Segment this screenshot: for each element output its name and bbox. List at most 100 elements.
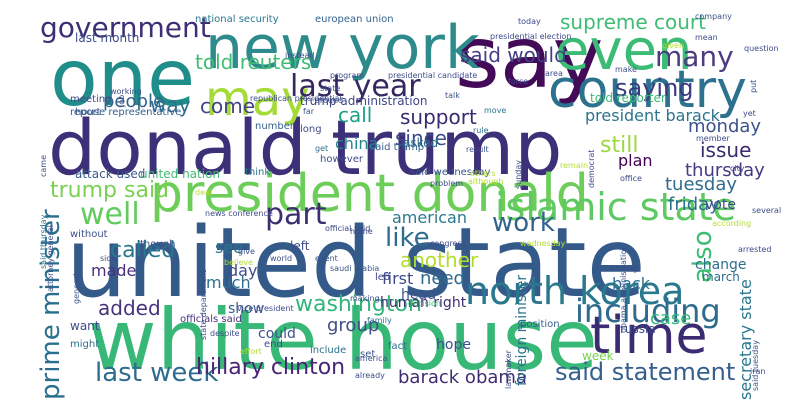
word-company: company bbox=[695, 12, 732, 21]
word-tuesday: tuesday bbox=[665, 174, 738, 195]
word-fact: fact bbox=[388, 341, 408, 352]
word-last-week: last week bbox=[95, 358, 219, 388]
word-day: day bbox=[228, 261, 258, 280]
word-presidential-candidate: presidential candidate bbox=[388, 71, 478, 80]
word-vote: vote bbox=[705, 197, 736, 213]
word-north-korea: north korea bbox=[465, 269, 685, 313]
word-could: could bbox=[258, 326, 296, 342]
word-one: one bbox=[50, 34, 196, 124]
word-state-department: state department bbox=[199, 269, 208, 340]
word-country: country bbox=[548, 60, 747, 120]
word-official-said: official said bbox=[325, 224, 371, 233]
word-came: came bbox=[39, 154, 48, 177]
word-work: work bbox=[492, 208, 555, 238]
word-attack-used: attack used bbox=[75, 167, 146, 181]
word-mean: mean bbox=[695, 33, 718, 42]
word-problem: problem bbox=[430, 179, 464, 188]
word-arrested: arrested bbox=[738, 245, 772, 254]
word-told-reuters: told reuters bbox=[195, 50, 312, 74]
word-sunday: sunday bbox=[514, 159, 523, 189]
word-foreign-minister: foreign minister bbox=[514, 274, 530, 386]
word-hillary-clinton: hillary clinton bbox=[196, 355, 346, 380]
word-say: say bbox=[455, 8, 604, 108]
word-job: job bbox=[117, 94, 126, 107]
word-new-york: new york bbox=[205, 13, 480, 83]
word-friday: friday bbox=[668, 194, 720, 215]
word-get: get bbox=[315, 144, 329, 153]
word-presidential-election: presidential election bbox=[490, 32, 572, 41]
word-european-union: european union bbox=[315, 14, 394, 25]
word-congress: congress bbox=[430, 239, 466, 248]
word-time: time bbox=[590, 306, 708, 366]
word-national-security: national security bbox=[195, 14, 279, 25]
word-lawmaker: lawmaker bbox=[504, 350, 513, 389]
word-office: office bbox=[620, 174, 642, 183]
word-another: another bbox=[400, 248, 479, 272]
word-though: though bbox=[140, 239, 176, 250]
word-believe: believe bbox=[224, 258, 254, 267]
word-result: result bbox=[466, 145, 489, 154]
word-come: come bbox=[200, 94, 256, 118]
word-said-tuesday: said tuesday bbox=[751, 340, 760, 391]
word-program: program bbox=[330, 71, 365, 80]
word-china: china bbox=[335, 134, 379, 153]
word-general: general bbox=[72, 273, 81, 304]
word-added: added bbox=[98, 296, 161, 320]
word-washington: washington bbox=[295, 292, 422, 317]
word-including: including bbox=[575, 292, 721, 330]
word-trump-administration: trump administration bbox=[300, 94, 428, 108]
word-talk: talk bbox=[445, 91, 460, 100]
word-people: people bbox=[103, 91, 165, 112]
word-event: event bbox=[315, 254, 338, 263]
word-many: many bbox=[655, 40, 734, 73]
word-several: several bbox=[752, 206, 782, 215]
word-think: think bbox=[245, 167, 271, 178]
word-put: put bbox=[749, 79, 758, 93]
word-president-barack: president barack bbox=[585, 106, 720, 125]
word-member: member bbox=[696, 134, 730, 143]
word-end: end bbox=[264, 339, 283, 350]
word-include: include bbox=[310, 345, 347, 356]
word-like: like bbox=[385, 223, 430, 253]
word-yet: yet bbox=[743, 109, 756, 118]
word-effort: effort bbox=[240, 347, 262, 356]
word-question: question bbox=[744, 44, 779, 53]
word-vice-president: vice president bbox=[237, 304, 294, 313]
word-deal: deal bbox=[195, 188, 213, 197]
word-week: week bbox=[582, 349, 614, 363]
word-support: support bbox=[400, 105, 477, 129]
word-news-conference: news conference bbox=[205, 209, 273, 218]
word-hope: hope bbox=[436, 337, 471, 353]
word-report: report bbox=[70, 107, 101, 118]
word-united-nation: united nation bbox=[140, 167, 221, 181]
word-republican-presidential: republican presidential bbox=[250, 94, 342, 103]
word-house-representative: house representative bbox=[75, 107, 182, 118]
word-see: see bbox=[215, 238, 244, 257]
word-give: give bbox=[238, 247, 255, 256]
word-barack-obama: barack obama bbox=[398, 367, 527, 388]
word-city: city bbox=[730, 164, 745, 173]
word-today: today bbox=[518, 17, 541, 26]
word-america: america bbox=[355, 354, 388, 363]
word-march: march bbox=[702, 270, 740, 284]
word-already: already bbox=[355, 371, 385, 380]
word-case: case bbox=[650, 308, 692, 329]
word-said-statement: said statement bbox=[555, 358, 736, 386]
word-first: first bbox=[382, 269, 414, 288]
word-despite: despite bbox=[210, 329, 240, 338]
word-called: called bbox=[110, 238, 176, 263]
word-monday: monday bbox=[688, 116, 762, 137]
word-even: even bbox=[555, 18, 693, 83]
word-however: however bbox=[320, 154, 363, 165]
word-long: long bbox=[300, 124, 322, 135]
word-number: number bbox=[255, 121, 295, 132]
word-still: still bbox=[600, 133, 639, 158]
word-meeting: meeting bbox=[70, 94, 112, 105]
word-plan: plan bbox=[618, 151, 653, 170]
word-need: need bbox=[420, 268, 465, 289]
word-wednesday: wednesday bbox=[520, 239, 566, 248]
word-may: may bbox=[205, 71, 310, 127]
word-show: show bbox=[228, 301, 265, 317]
word-way: way bbox=[150, 93, 191, 117]
word-made: made bbox=[91, 261, 137, 280]
